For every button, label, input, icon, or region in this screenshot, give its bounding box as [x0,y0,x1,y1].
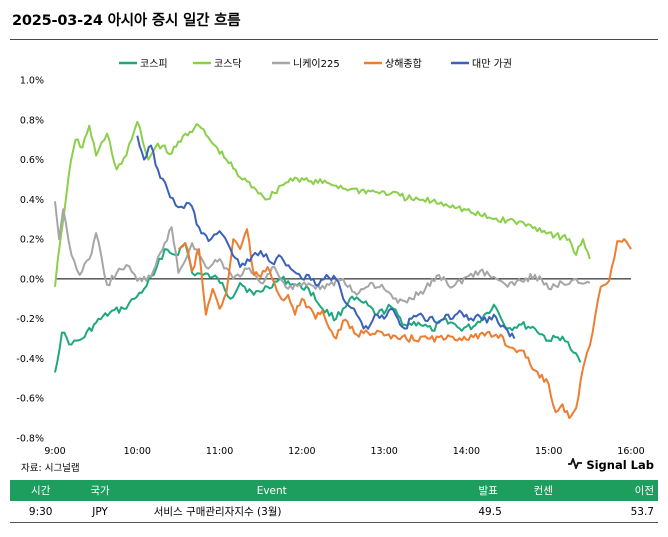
legend-label: 코스피 [140,58,168,70]
table-row: 9:30 JPY 서비스 구매관리자지수 (3월) 49.5 53.7 [10,501,658,523]
table-header-row: 시간 국가 Event 발표 컨센 이전 [10,480,658,501]
y-tick-label: -0.6% [16,394,44,405]
legend-label: 니케이225 [293,58,340,70]
x-tick-label: 10:00 [124,446,151,457]
header-time: 시간 [10,480,72,501]
brand-name: Signal Lab [586,458,654,472]
source-note: 자료: 시그널랩 [21,463,80,474]
cell-actual: 49.5 [414,501,508,523]
cell-time: 9:30 [10,501,72,523]
cell-forecast [507,501,579,523]
cell-country: JPY [71,501,129,523]
page-title: 2025-03-24 아시아 증시 일간 흐름 [12,13,241,29]
y-tick-label: -0.8% [16,434,44,445]
y-tick-label: 0.4% [20,195,44,206]
y-tick-label: -0.4% [16,354,44,365]
x-tick-label: 9:00 [44,446,65,457]
chart-legend: 코스피 코스닥 니케이225 상해종합 대만 가권 [119,57,512,70]
y-tick-label: 0.2% [20,235,44,246]
header-previous: 이전 [578,480,658,501]
signal-pulse-icon [568,456,583,472]
chart-series [54,120,632,420]
header-event: Event [128,480,415,501]
y-tick-label: 1.0% [20,76,44,87]
y-tick-label: 0.0% [20,274,44,285]
x-tick-label: 12:00 [288,446,315,457]
title-divider [10,39,658,40]
header-country: 국가 [71,480,129,501]
series-line-kospi [54,242,582,373]
y-tick-label: 0.6% [20,155,44,166]
x-tick-label: 13:00 [370,446,397,457]
series-line-shanghai [177,228,632,420]
series-line-taiwan [136,135,516,340]
series-line-nikkei [54,201,591,304]
header-actual: 발표 [414,480,508,501]
legend-label: 상해종합 [385,57,422,70]
economic-events-table: 시간 국가 Event 발표 컨센 이전 9:30 JPY 서비스 구매관리자지… [10,480,658,523]
legend-label: 대만 가권 [472,58,512,70]
x-tick-label: 14:00 [453,446,480,457]
x-tick-label: 11:00 [206,446,233,457]
cell-previous: 53.7 [578,501,658,523]
intraday-line-chart: 코스피 코스닥 니케이225 상해종합 대만 가권 1.0% 0.8% 0.6% 0.4% 0.… [16,57,644,457]
x-axis-ticks: 9:00 10:00 11:00 12:00 13:00 14:00 15:00 16:00 [44,446,644,457]
y-axis-ticks: 1.0% 0.8% 0.6% 0.4% 0.2% 0.0% -0.2% -0.4% -0.6% -… [16,76,44,445]
x-tick-label: 15:00 [535,446,562,457]
brand-logo: Signal Lab [568,456,654,472]
legend-label: 코스닥 [214,58,242,70]
series-line-kosdaq [54,120,591,287]
y-tick-label: -0.2% [16,314,44,325]
y-tick-label: 0.8% [20,115,44,126]
header-forecast: 컨센 [507,480,579,501]
x-tick-label: 16:00 [617,446,644,457]
cell-event: 서비스 구매관리자지수 (3월) [128,501,415,523]
